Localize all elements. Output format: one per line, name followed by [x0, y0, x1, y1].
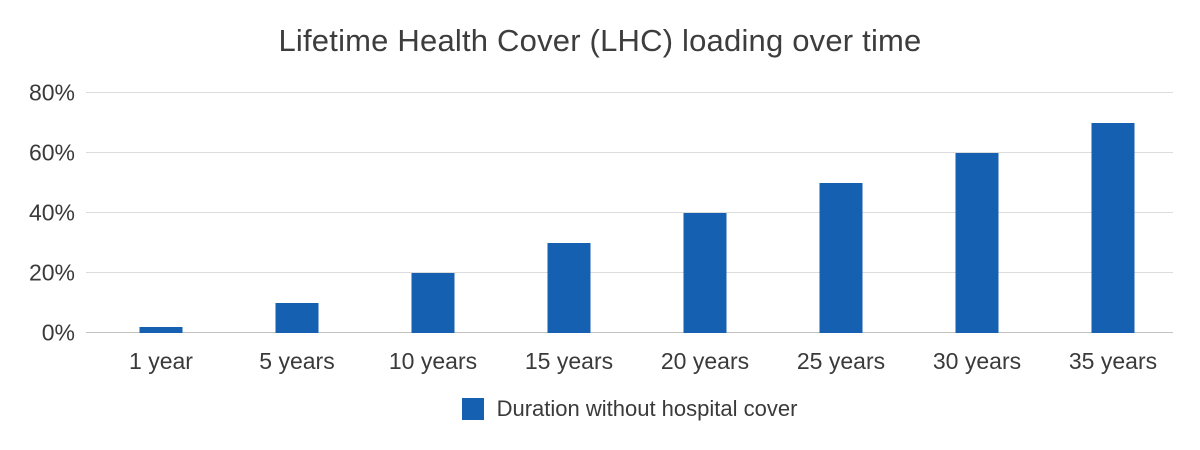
- bar: [275, 303, 319, 333]
- bar: [683, 213, 727, 333]
- x-axis-tick-label: 30 years: [932, 348, 1022, 374]
- bar-column: [1045, 93, 1181, 333]
- y-axis-tick-label: 60%: [28, 139, 75, 166]
- bar-column: [909, 93, 1045, 333]
- y-gridline: [86, 212, 1173, 213]
- y-gridline: [86, 92, 1173, 93]
- bar-column: [93, 93, 229, 333]
- bar: [547, 243, 591, 333]
- x-axis-tick-label: 1 year: [129, 348, 193, 374]
- y-axis-tick-label: 0%: [41, 319, 75, 346]
- bar: [411, 273, 455, 333]
- bar-column: [365, 93, 501, 333]
- bar: [955, 153, 999, 333]
- bar-column: [637, 93, 773, 333]
- x-axis-tick-label: 5 years: [259, 348, 335, 374]
- x-axis-tick-label: 15 years: [524, 348, 614, 374]
- x-axis-tick-label: 35 years: [1068, 348, 1158, 374]
- bar-column: [773, 93, 909, 333]
- bar: [819, 183, 863, 333]
- x-axis: 1 year 5 years 10 years 15 years 20 years 25 …: [93, 346, 1181, 376]
- legend-label: Duration without hospital cover: [496, 396, 798, 421]
- y-axis: 0% 20% 40% 60% 80%: [0, 81, 75, 344]
- y-gridline: [86, 272, 1173, 273]
- bar: [1091, 123, 1135, 333]
- y-axis-tick-label: 80%: [28, 79, 75, 106]
- chart-title: Lifetime Health Cover (LHC) loading over…: [278, 23, 922, 58]
- legend-swatch-icon: [461, 398, 484, 420]
- bar-column: [501, 93, 637, 333]
- y-axis-tick-label: 20%: [28, 259, 75, 286]
- legend: Duration without hospital cover: [86, 396, 1173, 422]
- x-axis-tick-label: 10 years: [388, 348, 478, 374]
- bars-layer: [93, 93, 1181, 333]
- y-gridline: [86, 152, 1173, 153]
- plot-area: [86, 92, 1173, 333]
- bar-column: [229, 93, 365, 333]
- x-axis-baseline: [86, 332, 1173, 333]
- x-axis-tick-label: 20 years: [660, 348, 750, 374]
- y-axis-tick-label: 40%: [28, 199, 75, 226]
- x-axis-tick-label: 25 years: [796, 348, 886, 374]
- bar: [139, 327, 183, 333]
